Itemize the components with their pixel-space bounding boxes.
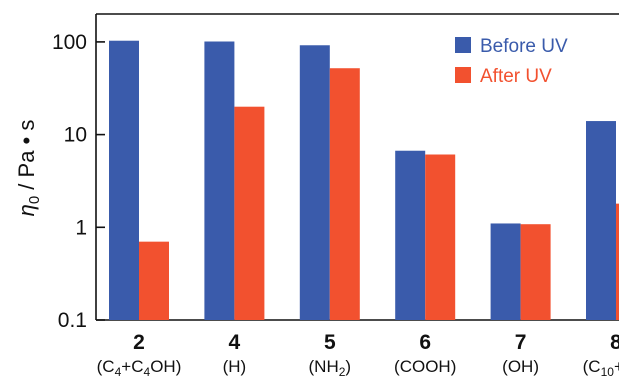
x-tick-label-number: 8	[610, 331, 619, 354]
bar-after-uv-4	[234, 106, 265, 321]
x-tick-label-group: (OH)	[502, 357, 539, 376]
bar-after-uv-8	[616, 203, 619, 320]
x-tick-labels: 2(C4+C4OH)4(H)5(NH2)6(COOH)7(OH)8(C10+OH	[97, 331, 619, 379]
x-tick-label-number: 7	[515, 331, 527, 354]
y-tick-label: 0.1	[58, 309, 87, 332]
bar-after-uv-6	[425, 154, 456, 320]
legend: Before UV After UV	[455, 36, 568, 87]
x-tick-label-part: (NH	[309, 357, 339, 376]
y-tick-label: 100	[52, 31, 87, 54]
x-tick-label-group: (H)	[223, 357, 247, 376]
x-tick-label-part: (COOH)	[394, 357, 456, 376]
y-ticks: 0.1 1 10 100	[52, 31, 105, 332]
x-tick-label-part: 10	[601, 365, 615, 379]
bar-before-uv-5	[299, 45, 330, 321]
x-tick-label-group: (COOH)	[394, 357, 456, 376]
bar-before-uv-6	[395, 150, 426, 320]
x-tick-label-part: (C	[583, 357, 601, 376]
x-tick-label-part: (OH)	[502, 357, 539, 376]
bar-after-uv-7	[520, 224, 551, 320]
x-tick-label-part: OH)	[150, 357, 181, 376]
x-tick-label-part: )	[345, 357, 351, 376]
x-tick-label-number: 5	[324, 331, 336, 354]
bar-before-uv-7	[490, 223, 521, 320]
x-tick-label-group: (NH2)	[309, 357, 352, 379]
legend-swatch-before-uv	[455, 37, 471, 53]
bar-before-uv-4	[204, 41, 235, 321]
x-tick-label-part: (C	[97, 357, 115, 376]
x-tick-label-part: +OH	[614, 357, 619, 376]
y-axis-label: η0 / Pa • s	[14, 120, 43, 217]
x-tick-label-part: (H)	[223, 357, 247, 376]
x-tick-label-part: +C	[121, 357, 143, 376]
x-tick-label-part: 4	[115, 365, 122, 379]
y-tick-label: 1	[75, 216, 87, 239]
x-tick-label-part: 4	[144, 365, 151, 379]
legend-label-after-uv: After UV	[480, 66, 552, 87]
x-tick-label-number: 6	[419, 331, 431, 354]
x-tick-label-number: 2	[133, 331, 145, 354]
bar-before-uv-2	[109, 40, 139, 320]
bar-before-uv-8	[586, 121, 616, 320]
x-tick-label-group: (C10+OH	[583, 357, 619, 379]
bars	[109, 40, 619, 321]
legend-label-before-uv: Before UV	[480, 36, 568, 57]
x-tick-label-part: 2	[339, 365, 346, 379]
bar-after-uv-2	[139, 241, 169, 320]
x-tick-label-number: 4	[229, 331, 241, 354]
bar-after-uv-5	[329, 68, 360, 320]
y-tick-label: 10	[64, 124, 87, 147]
x-tick-label-group: (C4+C4OH)	[97, 357, 182, 379]
legend-swatch-after-uv	[455, 67, 471, 83]
